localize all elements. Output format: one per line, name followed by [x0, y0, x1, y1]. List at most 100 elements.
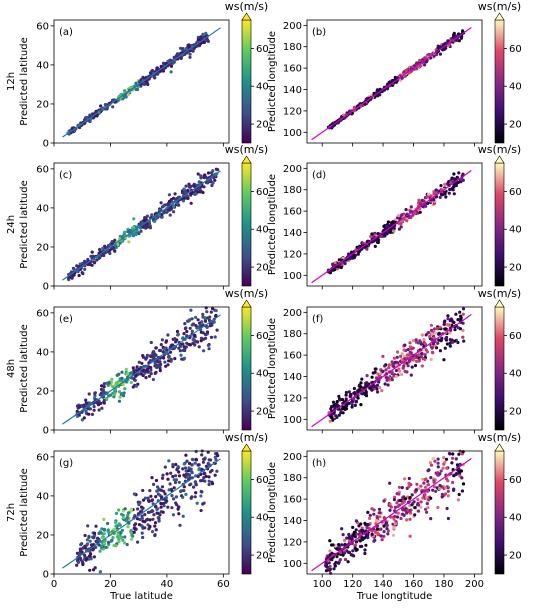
scatter-point — [435, 327, 439, 331]
scatter-point — [145, 214, 149, 218]
scatter-point — [196, 190, 200, 194]
scatter-point — [376, 240, 380, 245]
scatter-point — [88, 554, 92, 558]
scatter-point — [90, 250, 94, 254]
scatter-point — [193, 461, 197, 465]
scatter-point — [346, 560, 350, 564]
scatter-point — [82, 404, 86, 408]
y-axis-label: Predicted longtitude — [267, 462, 278, 563]
scatter-point — [190, 463, 194, 467]
scatter-point — [186, 188, 190, 192]
scatter-point — [185, 475, 190, 479]
y-tick-label: 40 — [36, 203, 49, 214]
scatter-point — [461, 328, 465, 333]
colorbar-extend-arrow — [494, 155, 505, 164]
plot-frame — [306, 162, 483, 287]
colorbar-tick-label: 20 — [509, 407, 522, 418]
y-tick-label: 100 — [283, 559, 302, 570]
scatter-point — [92, 536, 96, 540]
scatter-point — [411, 339, 416, 343]
scatter-point — [382, 224, 386, 228]
scatter-point — [181, 336, 185, 340]
scatter-point — [188, 473, 192, 477]
scatter-point — [353, 546, 357, 550]
y-tick-label: 40 — [36, 60, 49, 71]
x-tick-label: 140 — [374, 579, 393, 590]
scatter-point — [175, 196, 179, 201]
scatter-point — [338, 558, 342, 562]
scatter-point — [452, 320, 456, 325]
scatter-point — [113, 239, 117, 244]
scatter-point — [207, 475, 211, 479]
scatter-point — [180, 494, 184, 498]
scatter-point — [329, 571, 333, 575]
scatter-point — [399, 225, 403, 229]
scatter-point — [161, 355, 165, 360]
y-tick-label: 60 — [36, 164, 49, 175]
scatter-point — [350, 399, 354, 404]
scatter-point — [420, 477, 424, 481]
colorbar-gradient — [241, 306, 252, 431]
scatter-point — [461, 321, 465, 325]
scatter-point — [88, 407, 92, 411]
scatter-point — [391, 533, 396, 537]
scatter-point — [99, 401, 103, 405]
scatter-point — [353, 403, 357, 407]
scatter-point — [445, 506, 449, 511]
scatter-point — [334, 560, 338, 565]
scatter-point — [436, 473, 440, 477]
scatter-point — [190, 317, 194, 321]
y-tick-label: 20 — [36, 530, 49, 541]
colorbar-tick-label: 20 — [256, 263, 269, 274]
scatter-point — [438, 195, 442, 199]
scatter-point — [461, 335, 465, 339]
scatter-point — [364, 543, 368, 547]
scatter-point — [80, 418, 84, 422]
scatter-point — [174, 501, 178, 505]
colorbar-gradient — [494, 19, 505, 144]
scatter-point — [134, 384, 138, 388]
scatter-point — [201, 312, 205, 316]
scatter-point — [425, 510, 429, 514]
scatter-point — [448, 341, 452, 345]
scatter-point — [418, 339, 422, 343]
reference-line — [62, 458, 221, 569]
scatter-point — [461, 307, 466, 311]
scatter-point — [454, 312, 458, 316]
scatter-point — [185, 459, 189, 463]
scatter-point — [405, 219, 409, 223]
colorbar-extend-arrow — [494, 12, 505, 21]
scatter-point — [448, 319, 452, 323]
scatter-point — [146, 523, 150, 527]
scatter-point — [180, 357, 184, 361]
scatter-point — [151, 517, 155, 521]
scatter-point — [162, 489, 166, 493]
scatter-point — [433, 327, 437, 331]
scatter-point — [443, 327, 447, 331]
scatter-point — [151, 509, 155, 513]
scatter-point — [126, 511, 130, 515]
panel-label: (c) — [59, 170, 72, 181]
scatter-point — [208, 322, 212, 326]
scatter-point — [362, 386, 366, 390]
scatter-point — [424, 204, 428, 208]
scatter-point — [443, 492, 448, 496]
scatter-point — [453, 328, 457, 332]
scatter-point — [407, 353, 411, 357]
scatter-point — [452, 487, 456, 491]
scatter-point — [126, 93, 130, 97]
scatter-point — [375, 88, 379, 92]
scatter-point — [418, 202, 422, 206]
scatter-point — [187, 466, 191, 470]
scatter-point — [153, 219, 157, 223]
scatter-point — [86, 262, 90, 267]
scatter-point — [96, 539, 100, 543]
scatter-point — [148, 365, 152, 370]
scatter-point — [154, 528, 158, 532]
scatter-point — [169, 359, 173, 363]
reference-line — [311, 26, 472, 141]
scatter-point — [452, 192, 456, 196]
scatter-point — [137, 523, 141, 527]
scatter-point — [135, 517, 139, 521]
scatter-point — [132, 217, 136, 221]
